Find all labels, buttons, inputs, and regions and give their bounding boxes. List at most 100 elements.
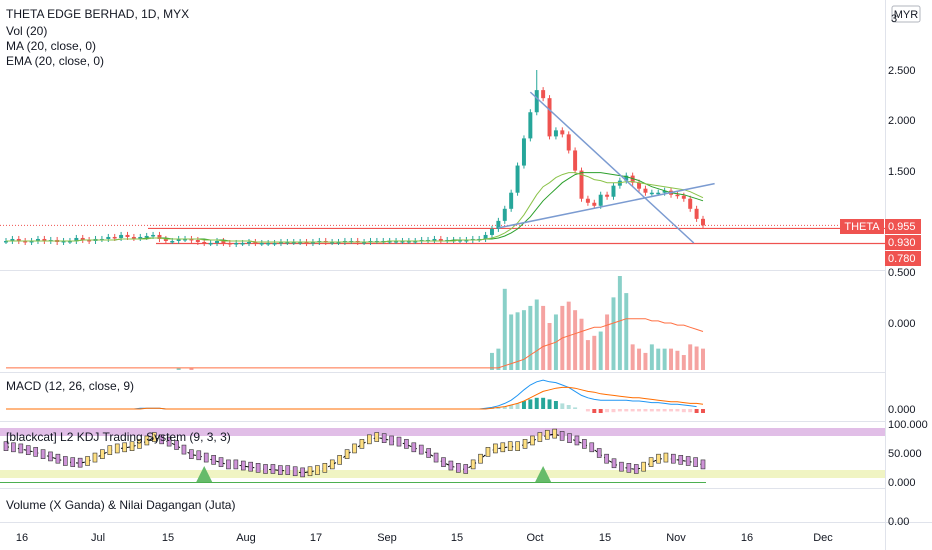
candle-body: [330, 241, 335, 244]
candle-body: [496, 220, 501, 229]
candle-body: [176, 238, 181, 241]
macd-histogram-bar: [585, 409, 590, 412]
kdj-bar: [500, 442, 506, 453]
kdj-bar: [329, 459, 335, 470]
candle-body: [458, 239, 462, 242]
candle-body: [202, 241, 207, 244]
candle-body: [278, 241, 283, 244]
time-label: 15: [162, 532, 174, 544]
macd-histogram-bar: [662, 409, 667, 412]
kdj-bar: [478, 453, 483, 464]
volume-bar: [669, 348, 674, 370]
candle-body: [662, 190, 667, 193]
kdj-bar: [493, 443, 498, 454]
kdj-bar: [663, 452, 669, 463]
indicator-vol: Vol (20): [6, 24, 47, 38]
candle-body: [67, 240, 72, 243]
kdj-bar: [233, 459, 239, 470]
candle-body: [16, 238, 21, 241]
kdj-bar: [426, 448, 431, 458]
volume-bar: [656, 348, 661, 370]
candle-body: [400, 240, 405, 243]
price-tick: 2.000: [888, 115, 916, 127]
time-label: 17: [310, 532, 322, 544]
macd-histogram-bar: [553, 401, 558, 409]
candle-body: [131, 236, 136, 239]
kdj-bar: [77, 457, 83, 468]
candle-body: [23, 240, 28, 243]
kdj-bar: [641, 461, 646, 472]
kdj-bar: [55, 453, 61, 464]
macd-histogram-bar: [669, 409, 674, 412]
level-tag-780: 0.780: [885, 251, 921, 266]
kdj-bar: [11, 442, 16, 453]
candle-body: [611, 185, 616, 197]
candle-body: [573, 150, 578, 171]
candle-body: [681, 195, 686, 199]
candlesticks: [4, 70, 705, 248]
kdj-bar: [196, 450, 202, 461]
kdj-bar: [389, 435, 394, 446]
candle-body: [592, 202, 597, 206]
candle-body: [624, 175, 629, 181]
volume-bar: [496, 348, 501, 370]
kdj-buy-signal: [196, 466, 213, 482]
time-label: Jul: [91, 532, 105, 544]
macd-histogram-bar: [598, 409, 603, 413]
macd-axis-tick: 0.000: [888, 404, 916, 416]
kdj-bar: [433, 452, 439, 463]
macd-histogram-bar: [515, 403, 520, 409]
kdj-oversold-band: [0, 470, 885, 478]
kdj-bar: [648, 457, 654, 467]
macd-histogram-bar: [656, 409, 661, 412]
svg-text:THETA: THETA: [844, 221, 880, 233]
macd-histogram-bar: [534, 397, 539, 409]
kdj-bar: [70, 457, 76, 467]
volume-pane-title: Volume (X Ganda) & Nilai Dagangan (Juta): [6, 498, 235, 512]
kdj-bar: [656, 453, 661, 464]
candle-body: [163, 238, 168, 241]
kdj-bar: [448, 460, 454, 471]
kdj-bar: [292, 466, 298, 477]
kdj-bar: [589, 442, 595, 453]
kdj-bar: [552, 428, 558, 439]
kdj-bar: [418, 444, 424, 455]
macd-histogram-bar: [573, 407, 578, 409]
trendlines[interactable]: [498, 91, 715, 244]
volume-bar: [649, 344, 654, 370]
macd-histogram-bar: [617, 409, 622, 412]
candle-body: [643, 188, 648, 193]
volume-bar: [509, 314, 514, 370]
volume-bars: [6, 276, 705, 370]
kdj-bar: [25, 445, 31, 455]
svg-text:0.780: 0.780: [888, 253, 916, 265]
time-label: 16: [741, 532, 753, 544]
candle-body: [528, 112, 533, 139]
candle-body: [304, 241, 309, 244]
volume-bar: [701, 348, 705, 370]
time-axis[interactable]: 16 Jul 15 Aug 17 Sep 15 Oct 15 Nov 16 De…: [16, 532, 833, 544]
candle-body: [170, 240, 175, 243]
macd-histogram-bar: [605, 409, 610, 413]
price-levels: [0, 224, 885, 245]
candle-body: [675, 194, 680, 197]
kdj-bar: [159, 434, 165, 445]
candle-body: [266, 243, 271, 245]
candle-body: [247, 241, 251, 244]
currency-badge[interactable]: MYR: [891, 5, 921, 23]
candle-body: [234, 243, 239, 245]
kdj-bar: [240, 460, 246, 471]
price-axis[interactable]: 3 2.500 2.000 1.500 0.500: [888, 13, 916, 279]
volume-bar: [515, 312, 520, 370]
kdj-bar: [596, 448, 602, 458]
kdj-bar: [604, 453, 609, 464]
volume-bar: [681, 355, 686, 370]
svg-text:0.930: 0.930: [888, 237, 916, 249]
macd-histogram-bar: [496, 407, 501, 409]
kdj-bar: [144, 435, 150, 446]
candle-body: [144, 235, 149, 238]
kdj-bar: [263, 464, 268, 474]
kdj-bar: [270, 464, 276, 474]
kdj-bar: [485, 447, 491, 457]
